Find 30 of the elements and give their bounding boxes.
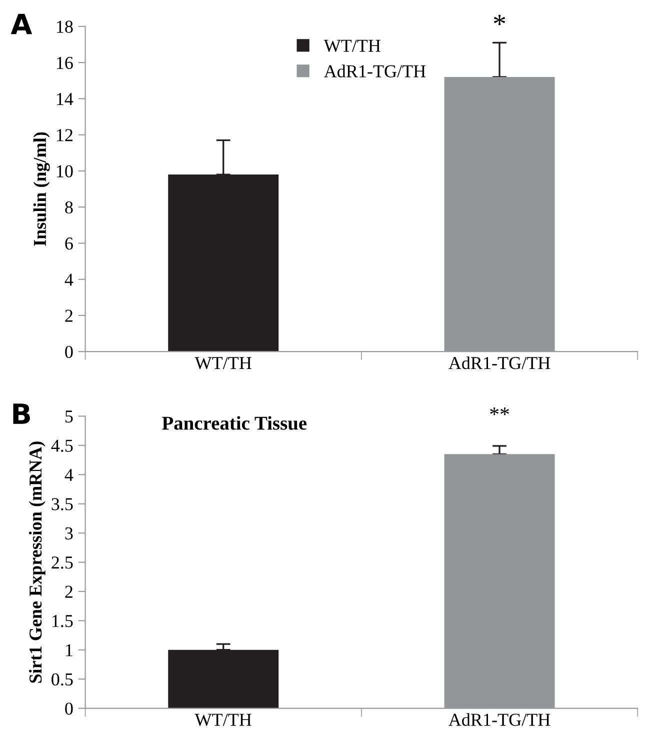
y-tick-label: 2.5 (52, 556, 73, 569)
y-tick-label: 14 (57, 93, 74, 105)
y-tick-label: 8 (65, 201, 73, 214)
text: * (494, 14, 506, 26)
y-tick-label: 10 (57, 165, 73, 178)
y-tick-label: 6 (65, 238, 73, 250)
y-tick-label: 2 (65, 586, 72, 598)
y-tick-label: 12 (57, 129, 72, 142)
text: ** (490, 408, 509, 416)
legend-label: WT/TH (324, 40, 380, 52)
y-tick-label: 1 (66, 644, 72, 656)
y-tick-label: 2 (65, 310, 72, 322)
y-tick-label: 0 (65, 702, 73, 715)
y-tick-label: 4 (64, 468, 74, 481)
text: A (10, 14, 32, 34)
y-tick-label: 1.5 (52, 615, 73, 628)
y-tick-label: 0.5 (52, 673, 73, 686)
y-tick-label: 0 (65, 346, 73, 358)
y-tick-label: 3.5 (52, 498, 73, 510)
y-axis-title: Insulin (ng/ml) (33, 132, 50, 246)
text: B (13, 404, 30, 424)
y-tick-label: 4.5 (51, 440, 73, 452)
y-tick-label: 16 (57, 56, 73, 69)
y-tick-label: 3 (65, 527, 73, 540)
y-tick-label: 5 (65, 410, 73, 423)
legend-label: AdR1-TG/TH (324, 64, 426, 78)
y-tick-label: 4 (64, 274, 74, 286)
chart-title: Pancreatic Tissue (162, 416, 307, 430)
y-axis-title: Sirt1 Gene Expression (mRNA) (28, 442, 46, 683)
y-tick-label: 18 (57, 20, 73, 33)
